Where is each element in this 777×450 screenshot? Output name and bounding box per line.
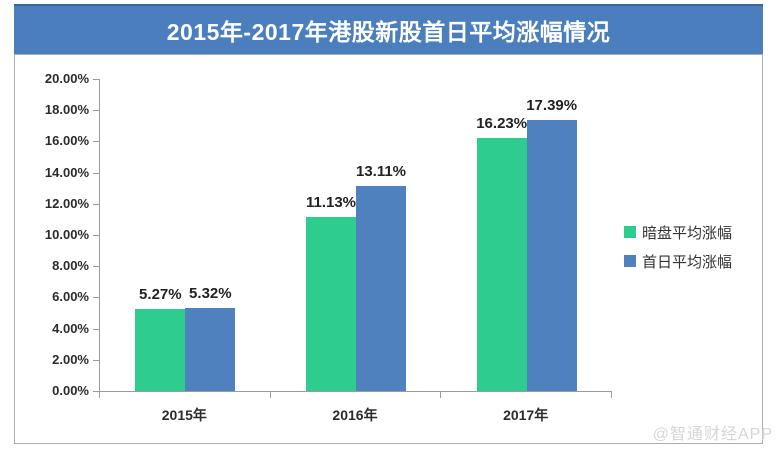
y-axis-tick — [93, 328, 99, 330]
legend-swatch — [624, 255, 636, 267]
y-axis-tick — [93, 79, 99, 80]
y-axis-tick-label: 4.00% — [52, 320, 89, 336]
legend-label: 首日平均涨幅 — [642, 253, 733, 271]
y-axis-tick — [93, 359, 99, 361]
y-axis-tick — [93, 391, 99, 392]
title-suffix: 情况 — [563, 19, 611, 45]
title-prefix: 2015年-2017年港股新股 — [166, 19, 423, 45]
y-axis-tick — [93, 172, 99, 174]
bar-暗盘平均涨幅-2015年 — [135, 308, 186, 391]
y-axis-tick-label: 16.00% — [44, 133, 89, 149]
y-axis-tick — [93, 110, 99, 112]
x-axis-category-label: 2015年 — [161, 407, 207, 423]
bar-value-label: 5.32% — [189, 285, 232, 303]
legend-item-首日平均涨幅: 首日平均涨幅 — [624, 250, 732, 272]
x-axis-tick — [440, 392, 442, 398]
y-axis-tick-label: 20.00% — [44, 71, 89, 86]
bar-value-label: 11.13% — [305, 194, 357, 212]
bar-value-label: 17.39% — [526, 96, 578, 114]
plot-area: 5.27% 5.32% 11.13% 13.11% 16.23% 17.39% — [99, 79, 612, 392]
title-emphasis: 首日平均涨幅 — [422, 19, 564, 45]
y-axis-tick-label: 12.00% — [44, 195, 89, 211]
bar-暗盘平均涨幅-2017年 — [476, 137, 527, 391]
x-axis-tick — [269, 392, 271, 398]
bar-value-label: 16.23% — [476, 114, 528, 132]
legend-item-暗盘平均涨幅: 暗盘平均涨幅 — [624, 221, 732, 243]
bar-暗盘平均涨幅-2016年 — [306, 217, 356, 391]
legend: 暗盘平均涨幅 首日平均涨幅 — [624, 221, 732, 272]
watermark: @智通财经APP — [652, 426, 773, 443]
y-axis-tick-label: 8.00% — [52, 258, 89, 274]
bar-首日平均涨幅-2016年 — [356, 186, 406, 391]
legend-label: 暗盘平均涨幅 — [642, 224, 733, 242]
bar-首日平均涨幅-2015年 — [185, 308, 236, 391]
y-axis-tick-label: 6.00% — [52, 289, 89, 305]
x-axis-tick — [611, 392, 612, 398]
x-axis-tick — [99, 392, 100, 398]
y-axis-tick — [93, 266, 99, 268]
y-axis-tick — [93, 203, 99, 205]
chart-panel: 5.27% 5.32% 11.13% 13.11% 16.23% 17.39% 暗盘平均涨… — [14, 54, 763, 444]
y-axis-tick — [93, 235, 99, 236]
y-axis-tick — [93, 141, 99, 143]
legend-swatch — [624, 226, 636, 238]
x-axis-category-label: 2017年 — [503, 407, 549, 423]
y-axis-tick-label: 14.00% — [44, 164, 89, 180]
y-axis-tick-label: 10.00% — [44, 227, 89, 242]
chart-title-banner: 2015年-2017年港股新股 首日平均涨幅 情况 — [14, 4, 763, 54]
bar-value-label: 13.11% — [355, 163, 407, 181]
y-axis-tick-label: 18.00% — [44, 102, 89, 118]
y-axis-tick-label: 2.00% — [52, 351, 89, 367]
y-axis-tick-label: 0.00% — [52, 383, 89, 398]
bar-value-label: 5.27% — [139, 285, 182, 303]
bar-首日平均涨幅-2017年 — [526, 119, 577, 391]
x-axis-category-label: 2016年 — [332, 407, 378, 423]
y-axis-tick — [93, 297, 99, 299]
